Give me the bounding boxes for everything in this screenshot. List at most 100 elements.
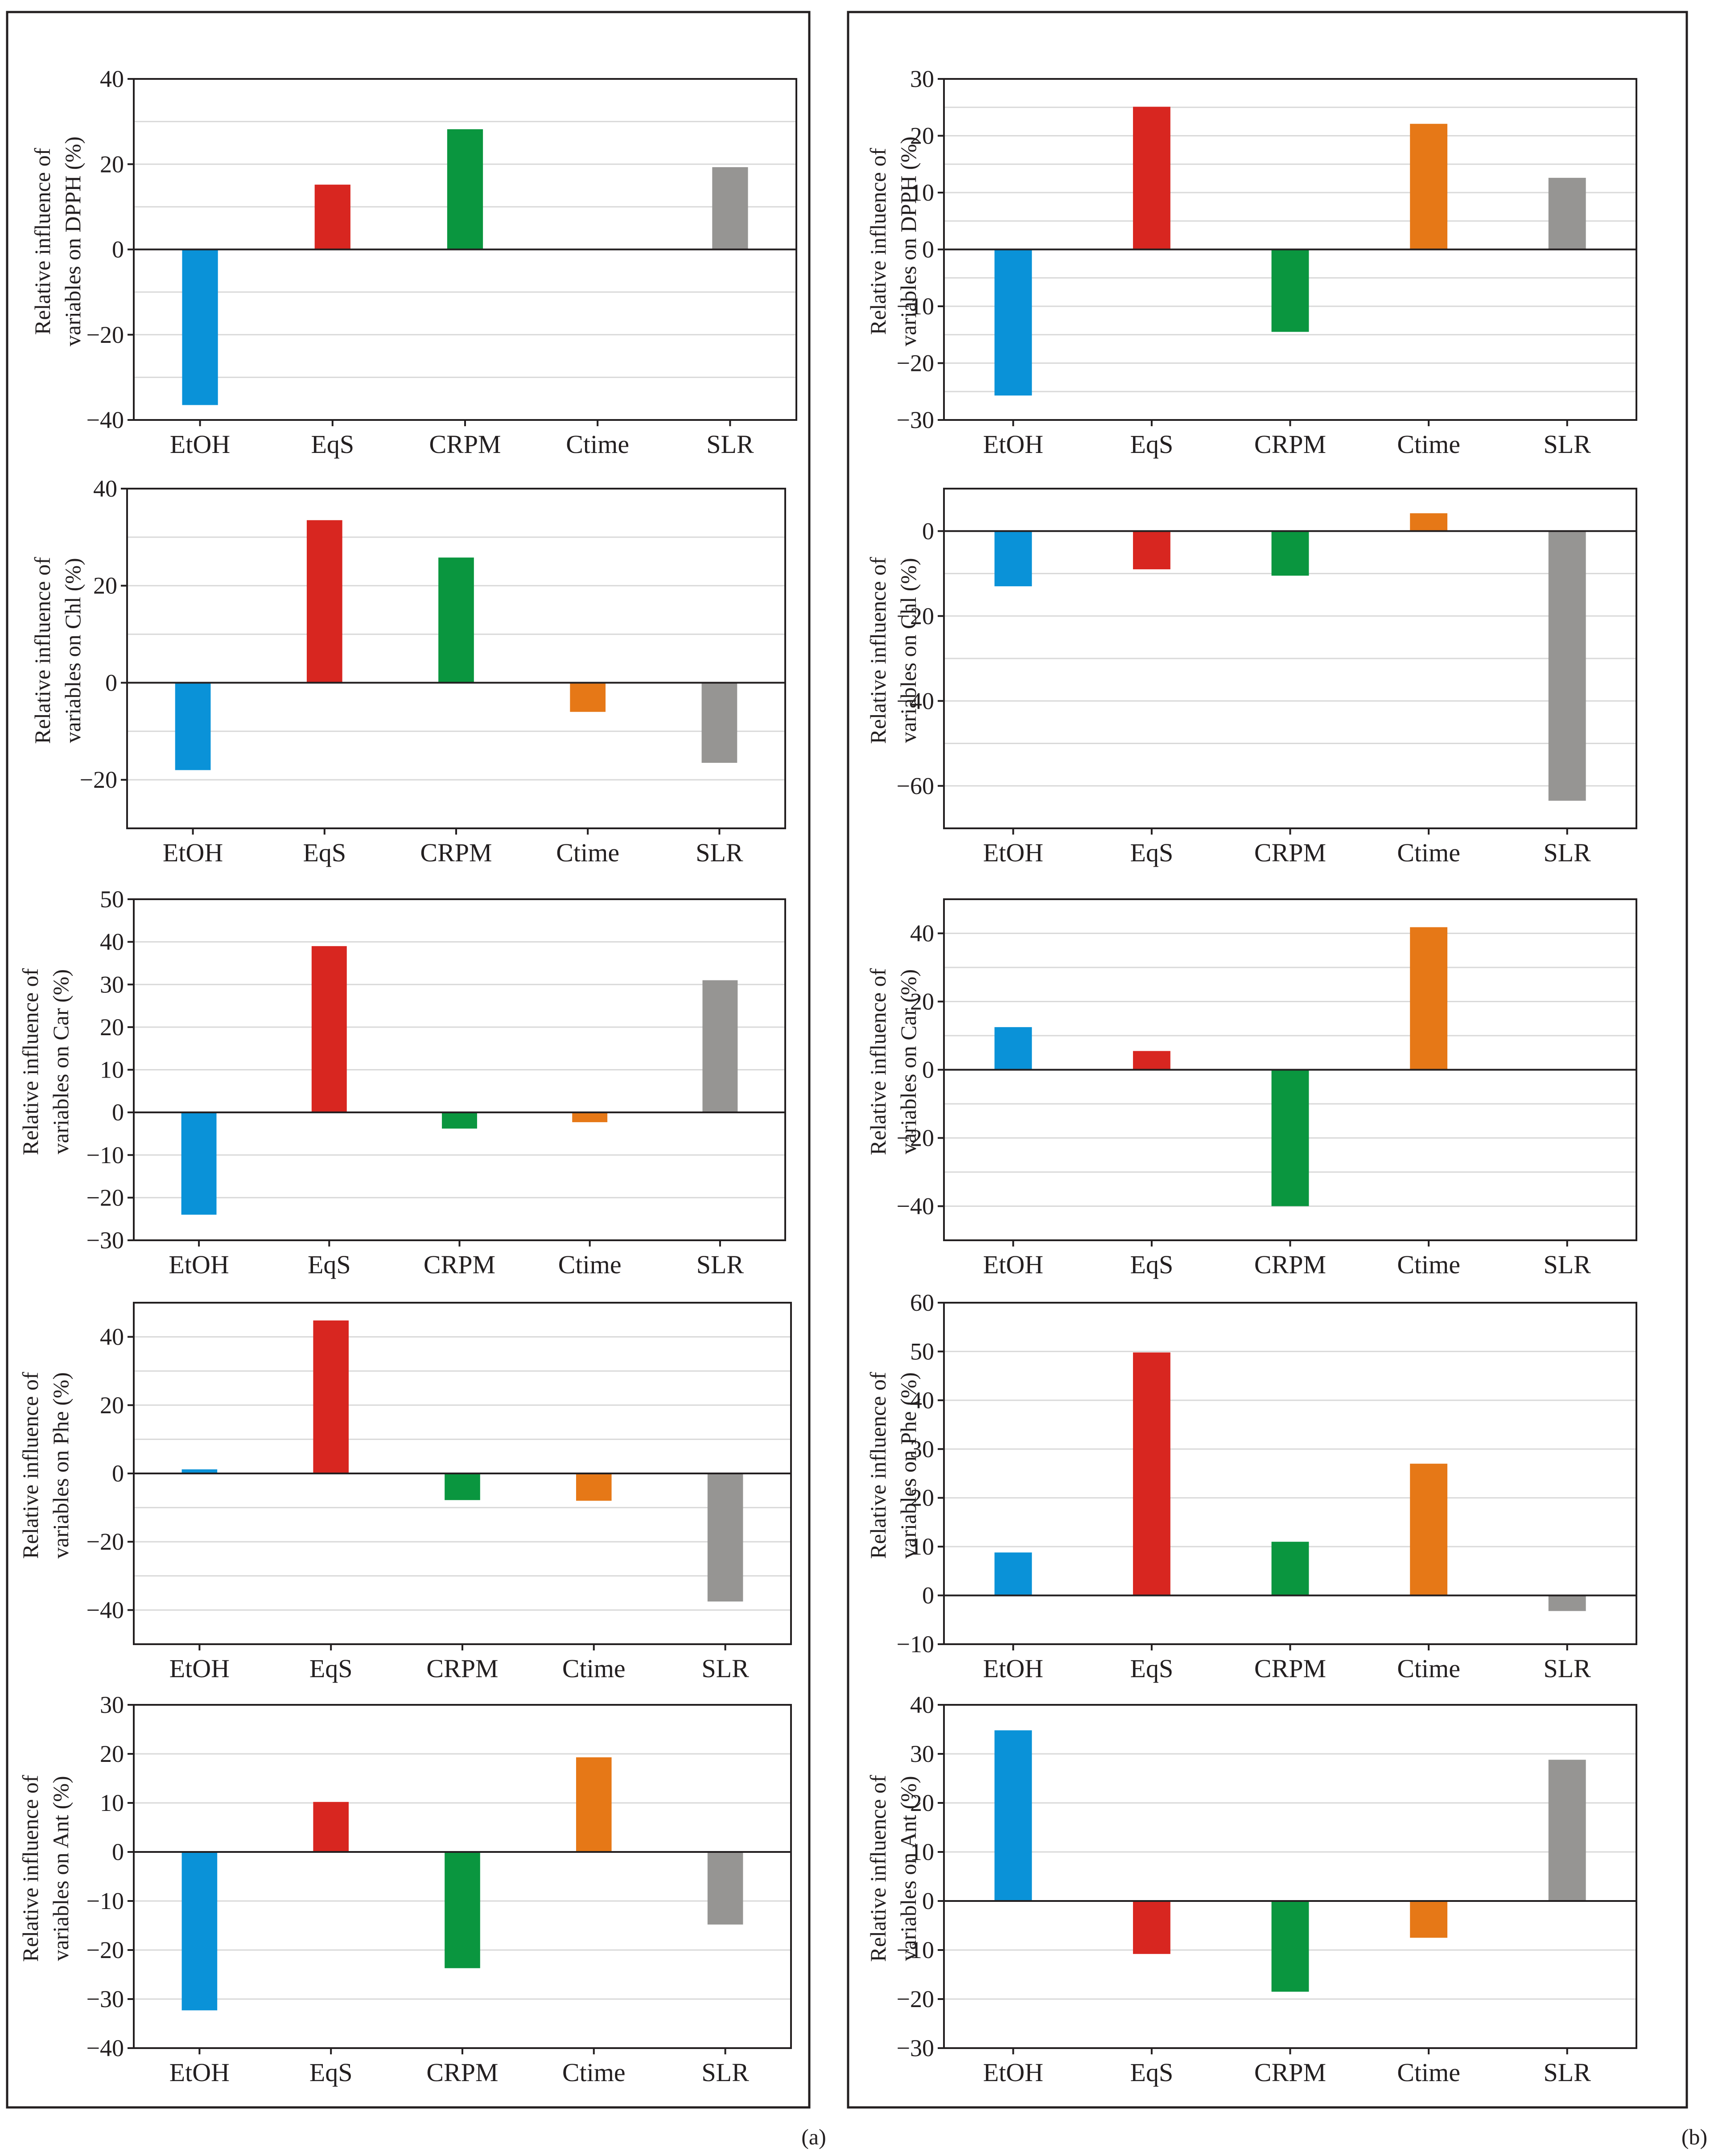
bar-etoh xyxy=(175,683,211,770)
bar-slr xyxy=(708,1473,743,1601)
chart-a-2: −20 0 20 40 EtOH EqS CRPM Ctime SLR Relative infl… xyxy=(30,475,785,867)
y-tick-label: −40 xyxy=(897,1193,934,1220)
bar-eqs xyxy=(1133,107,1170,249)
x-tick-label: SLR xyxy=(1544,430,1591,459)
x-tick-label: EqS xyxy=(311,430,354,459)
bar-ctime xyxy=(1410,124,1447,250)
x-tick-label: CRPM xyxy=(426,1654,498,1683)
x-tick-label: CRPM xyxy=(1254,430,1326,459)
bar-ctime xyxy=(576,1757,612,1852)
x-tick-label: EtOH xyxy=(983,430,1043,459)
x-tick-label: EqS xyxy=(1130,430,1174,459)
y-axis-title: Relative influence of xyxy=(865,1775,890,1962)
y-tick-label: −40 xyxy=(87,1596,124,1623)
bar-crpm xyxy=(442,1112,477,1128)
y-tick-label: 0 xyxy=(922,1057,934,1083)
bar-eqs xyxy=(1133,1353,1170,1596)
y-tick-label: 0 xyxy=(922,236,934,263)
bar-eqs xyxy=(307,520,342,683)
y-axis-title: Relative influence of xyxy=(865,557,890,744)
x-tick-label: EqS xyxy=(308,1250,351,1279)
y-tick-label: −60 xyxy=(897,773,934,799)
x-tick-label: EtOH xyxy=(163,838,223,867)
bar-slr xyxy=(1549,178,1586,250)
y-axis-title: Relative influence of xyxy=(18,1372,43,1559)
bar-slr xyxy=(702,683,738,763)
bar-etoh xyxy=(994,1027,1032,1070)
y-axis-title: variables on DPPH (%) xyxy=(60,136,85,346)
y-tick-label: 40 xyxy=(910,1691,934,1718)
bar-crpm xyxy=(447,129,483,250)
x-tick-label: Ctime xyxy=(556,838,619,867)
x-tick-label: SLR xyxy=(1544,838,1591,867)
chart-b-3: −40 −20 0 20 40 EtOH EqS CRPM Ctime SLR Relative i… xyxy=(865,899,1636,1279)
x-tick-label: Ctime xyxy=(1397,2058,1460,2087)
x-tick-label: CRPM xyxy=(1254,2058,1326,2087)
y-tick-label: −40 xyxy=(87,407,124,433)
y-axis-title: variables on Chl (%) xyxy=(896,558,921,743)
y-tick-label: −30 xyxy=(897,407,934,433)
x-tick-label: SLR xyxy=(701,1654,749,1683)
bar-slr xyxy=(1549,1596,1586,1611)
x-tick-label: CRPM xyxy=(426,2058,498,2087)
y-tick-label: 30 xyxy=(910,66,934,92)
x-tick-label: EtOH xyxy=(169,1250,229,1279)
x-tick-label: CRPM xyxy=(1254,1250,1326,1279)
x-tick-label: EtOH xyxy=(169,1654,230,1683)
y-tick-label: 40 xyxy=(93,475,117,502)
x-tick-label: SLR xyxy=(1544,2058,1591,2087)
chart-a-3: −30 −20 −10 0 10 20 30 40 50 EtOH EqS CRPM Ctime SLR R… xyxy=(18,886,785,1279)
x-tick-label: Ctime xyxy=(558,1250,622,1279)
bar-eqs xyxy=(313,1321,349,1473)
bar-etoh xyxy=(994,1552,1032,1595)
panel-a-label: (a) xyxy=(801,2124,826,2149)
x-tick-label: Ctime xyxy=(1397,430,1460,459)
x-tick-label: CRPM xyxy=(1254,838,1326,867)
y-tick-label: 30 xyxy=(100,1691,124,1718)
y-tick-label: 20 xyxy=(93,572,117,599)
y-axis-title: variables on Chl (%) xyxy=(60,558,85,743)
y-tick-label: 50 xyxy=(910,1338,934,1365)
x-tick-label: EqS xyxy=(1130,1250,1174,1279)
y-tick-label: 0 xyxy=(112,236,124,263)
bar-ctime xyxy=(572,1112,607,1122)
y-tick-label: 60 xyxy=(910,1289,934,1316)
bar-etoh xyxy=(994,1730,1032,1901)
plot-frame xyxy=(944,1705,1636,2048)
x-tick-label: CRPM xyxy=(429,430,501,459)
y-tick-label: −30 xyxy=(897,2035,934,2061)
x-tick-label: SLR xyxy=(706,430,754,459)
y-axis-title: Relative influence of xyxy=(30,148,55,335)
x-tick-label: CRPM xyxy=(424,1250,495,1279)
y-tick-label: 40 xyxy=(100,1324,124,1350)
bar-eqs xyxy=(1133,1901,1170,1954)
x-tick-label: EtOH xyxy=(170,430,230,459)
x-tick-label: SLR xyxy=(701,2058,749,2087)
bar-crpm xyxy=(1272,250,1309,332)
charts-layer: −40 −20 0 20 40 EtOH EqS CRPM Ctime SLR Relative i… xyxy=(18,66,1636,2087)
y-tick-label: 30 xyxy=(910,1740,934,1767)
y-tick-label: 10 xyxy=(100,1790,124,1816)
x-tick-label: EqS xyxy=(1130,838,1174,867)
bar-eqs xyxy=(315,185,350,249)
bar-crpm xyxy=(1272,531,1309,576)
bar-eqs xyxy=(1133,1051,1170,1070)
y-tick-label: −30 xyxy=(87,1227,124,1254)
x-tick-label: Ctime xyxy=(562,1654,626,1683)
y-axis-title: Relative influence of xyxy=(30,557,55,744)
x-tick-label: Ctime xyxy=(1397,1250,1460,1279)
bar-slr xyxy=(1549,1760,1586,1901)
figure-canvas: (a) (b) −40−2002040EtOH EqS CRPM Ctime SLRRe… xyxy=(0,0,1714,2156)
y-axis-title: variables on Ant (%) xyxy=(48,1776,73,1961)
y-axis-title: Relative influence of xyxy=(18,968,43,1156)
y-tick-label: 40 xyxy=(100,66,124,92)
bar-crpm xyxy=(438,558,474,683)
y-tick-label: 10 xyxy=(100,1057,124,1083)
y-tick-label: −10 xyxy=(87,1888,124,1914)
y-tick-label: −10 xyxy=(87,1142,124,1169)
y-tick-label: −20 xyxy=(897,1986,934,2012)
bar-eqs xyxy=(1133,531,1170,569)
y-tick-label: 30 xyxy=(100,971,124,998)
y-tick-label: −20 xyxy=(87,1184,124,1211)
chart-b-2: −60−40−200EtOH EqS CRPM Ctime SLRRelative in… xyxy=(865,489,1636,867)
